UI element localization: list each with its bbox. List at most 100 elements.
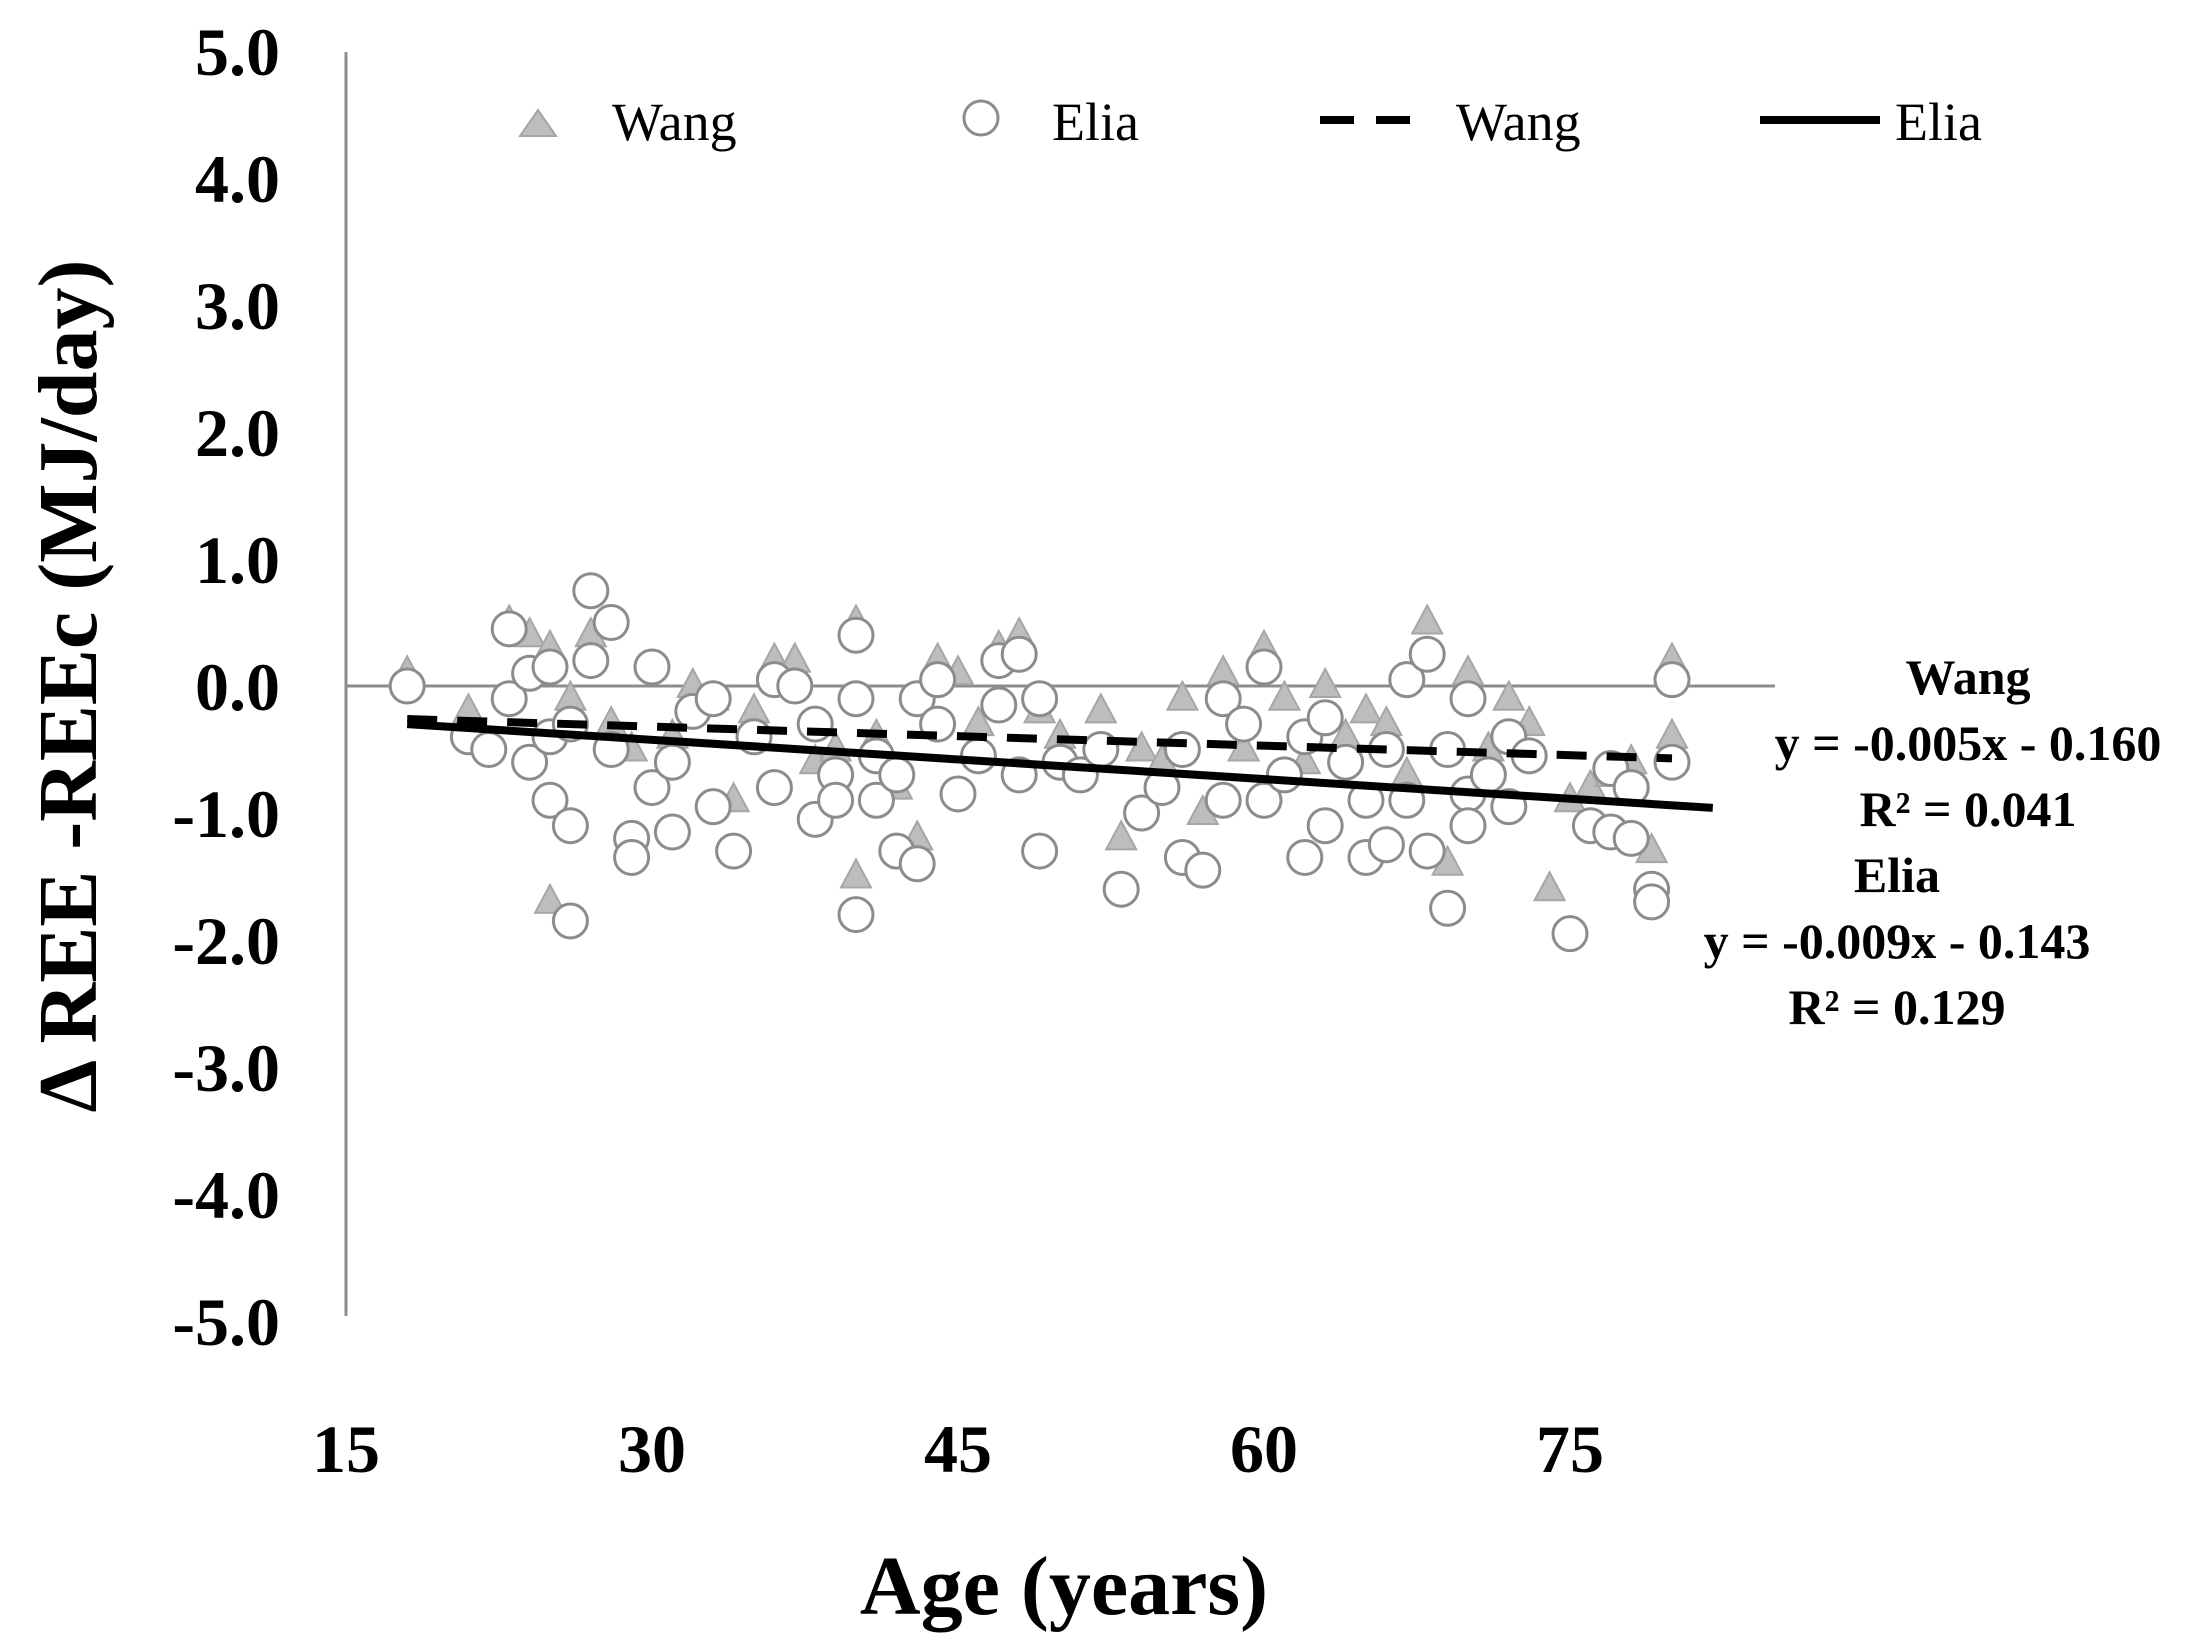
y-tick-label: 3.0 — [195, 268, 280, 344]
wang-data-point — [533, 882, 567, 914]
wang-data-point — [1532, 870, 1567, 902]
elia-data-point — [1021, 832, 1059, 870]
elia-data-point — [653, 813, 691, 851]
wang-data-point — [1410, 603, 1444, 635]
wang-data-point — [1349, 692, 1383, 724]
x-tick-label: 15 — [312, 1411, 380, 1487]
regression-annotations: Wang y = -0.005x - 0.160 R² = 0.041 Elia… — [1704, 649, 2162, 1035]
elia-data-point — [1163, 731, 1201, 768]
elia-data-point — [857, 781, 895, 819]
elia-data-point — [470, 731, 508, 768]
wang-data-point — [1492, 679, 1526, 711]
y-axis-title: Δ REE -REEc (MJ/day) — [22, 259, 115, 1112]
elia-data-point — [551, 902, 589, 940]
wang-data-point — [594, 704, 628, 737]
elia-data-point — [1653, 661, 1691, 699]
y-tick-label: -1.0 — [172, 776, 280, 852]
x-axis-title: Age (years) — [860, 1540, 1268, 1633]
y-tick-label: 2.0 — [195, 395, 280, 471]
elia-data-point — [613, 838, 651, 876]
wang-data-point — [737, 692, 771, 724]
legend-label-elia-line: Elia — [1895, 92, 1982, 152]
wang-data-point — [1267, 679, 1302, 711]
wang-data-point — [1104, 819, 1138, 851]
elia-data-point — [653, 743, 691, 781]
elia-data-point — [959, 737, 997, 775]
trend-lines — [406, 715, 1714, 812]
elia-data-point — [980, 686, 1018, 724]
y-tick-label: 0.0 — [195, 649, 280, 725]
elia-data-point — [776, 667, 814, 705]
elia-data-point — [1245, 648, 1283, 686]
wang-trend-line — [407, 715, 1673, 763]
elia-data-point — [511, 743, 549, 781]
elia-data-point — [1408, 635, 1446, 673]
elia-data-point — [1449, 680, 1487, 718]
elia-data-point — [531, 781, 569, 819]
legend-label-wang-points: Wang — [612, 92, 737, 152]
wang-data-point — [839, 857, 873, 889]
legend-label-wang-line: Wang — [1456, 92, 1581, 152]
elia-data-point — [1388, 661, 1426, 699]
elia-scatter-series — [388, 572, 1691, 953]
legend: Wang Elia Wang Elia — [518, 92, 1982, 152]
elia-data-point — [592, 604, 630, 641]
y-tick-label: -2.0 — [172, 903, 280, 979]
annotation-wang-equation: y = -0.005x - 0.160 — [1775, 715, 2162, 771]
elia-data-point — [551, 807, 589, 845]
elia-data-point — [1286, 838, 1324, 876]
legend-label-elia-points: Elia — [1052, 92, 1139, 152]
x-tick-label: 60 — [1230, 1411, 1298, 1487]
elia-data-point — [919, 661, 957, 699]
elia-data-point — [694, 680, 732, 718]
elia-data-point — [531, 648, 569, 686]
elia-data-point — [837, 616, 875, 654]
elia-data-point — [1184, 851, 1222, 889]
wang-data-point — [1084, 692, 1118, 724]
elia-data-point — [1612, 819, 1650, 857]
elia-data-point — [1408, 832, 1446, 870]
wang-data-point — [1124, 730, 1159, 762]
elia-data-point — [633, 648, 671, 686]
elia-data-point — [1367, 826, 1405, 864]
legend-triangle-marker — [518, 108, 558, 137]
elia-data-point — [1633, 883, 1671, 921]
elia-data-point — [1204, 680, 1242, 718]
elia-data-point — [1225, 705, 1263, 743]
elia-data-point — [1021, 680, 1059, 718]
x-tick-label: 75 — [1536, 1411, 1604, 1487]
elia-data-point — [1449, 807, 1487, 845]
elia-data-point — [1204, 781, 1242, 819]
elia-data-point — [1653, 743, 1691, 781]
elia-data-point — [694, 788, 732, 826]
y-tick-label: -4.0 — [172, 1157, 280, 1233]
x-tick-labels: 15 30 45 60 75 — [312, 1411, 1604, 1487]
x-tick-label: 45 — [924, 1411, 992, 1487]
wang-data-point — [1165, 679, 1200, 711]
elia-data-point — [755, 769, 793, 807]
y-tick-labels: 5.0 4.0 3.0 2.0 1.0 0.0 -1.0 -2.0 -3.0 -4.0 -5.0 — [172, 14, 280, 1360]
annotation-elia-r2: R² = 0.129 — [1788, 979, 2005, 1035]
elia-data-point — [1123, 794, 1161, 832]
x-tick-label: 30 — [618, 1411, 686, 1487]
y-tick-label: -5.0 — [172, 1284, 280, 1360]
annotation-elia-equation: y = -0.009x - 0.143 — [1704, 913, 2091, 969]
elia-data-point — [1469, 756, 1507, 794]
wang-data-point — [1451, 654, 1485, 686]
elia-data-point — [572, 572, 610, 610]
elia-data-point — [1306, 699, 1344, 737]
elia-data-point — [939, 775, 977, 813]
elia-data-point — [837, 896, 875, 934]
elia-data-point — [633, 769, 671, 807]
wang-data-point — [1655, 717, 1689, 749]
elia-data-point — [898, 845, 936, 883]
elia-data-point — [1429, 889, 1467, 927]
legend-circle-marker — [962, 99, 1000, 137]
y-tick-label: 1.0 — [195, 522, 280, 598]
y-tick-label: -3.0 — [172, 1030, 280, 1106]
elia-data-point — [715, 832, 753, 870]
elia-data-point — [490, 680, 528, 718]
elia-data-point — [1265, 756, 1303, 794]
wang-data-point — [1206, 654, 1240, 686]
